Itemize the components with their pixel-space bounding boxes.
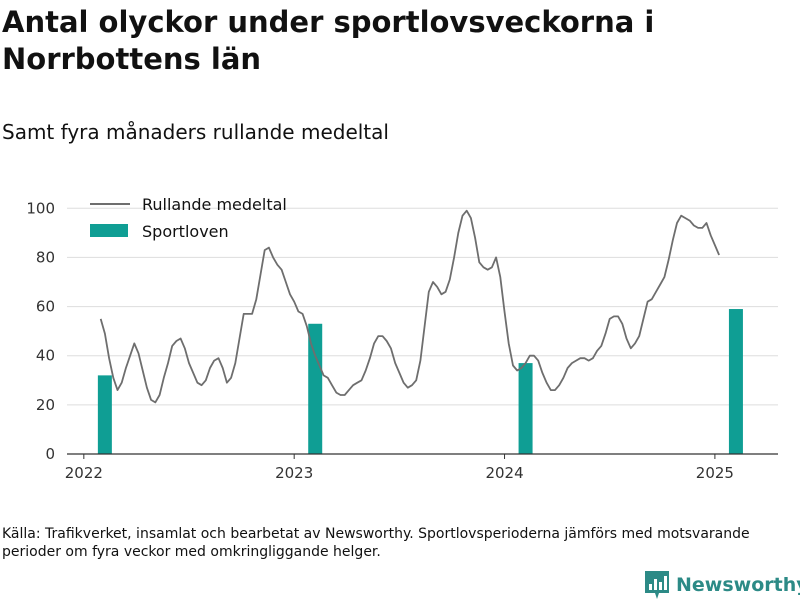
y-tick-label: 80 [36, 248, 55, 266]
bars [97, 309, 743, 454]
grid-lines [67, 207, 778, 406]
y-tick-label: 0 [45, 445, 55, 463]
y-tick-label: 20 [36, 396, 55, 414]
y-tick-label: 60 [36, 298, 55, 316]
legend-bar-swatch [90, 224, 128, 237]
legend-line-label: Rullande medeltal [142, 195, 287, 214]
rolling-average-series [99, 209, 720, 404]
chart-title: Antal olyckor under sportlovsveckorna i … [2, 5, 655, 76]
legend: Rullande medeltal Sportloven [90, 195, 287, 241]
x-tick-label: 2022 [65, 464, 103, 482]
chart-subtitle: Samt fyra månaders rullande medeltal [2, 120, 389, 144]
axes: 0 20 40 60 80 100 2022 2023 2024 2025 [26, 199, 778, 482]
y-tick-label: 40 [36, 347, 55, 365]
source-footnote: Källa: Trafikverket, insamlat och bearbe… [2, 526, 750, 560]
x-tick-label: 2023 [275, 464, 313, 482]
brand-name: Newsworthy [676, 574, 800, 596]
accident-chart: 0 20 40 60 80 100 2022 2023 2024 2025 Rullande me… [26, 195, 778, 482]
x-tick-label: 2024 [485, 464, 523, 482]
rolling-average-line [99, 209, 720, 404]
newsworthy-logo-icon [645, 571, 669, 599]
sportlov-bar [97, 375, 112, 454]
sportlov-bar [728, 309, 743, 454]
sportlov-bar [308, 323, 323, 454]
sportlov-bar [518, 363, 533, 454]
y-tick-label: 100 [26, 199, 55, 217]
x-tick-label: 2025 [696, 464, 734, 482]
legend-bar-label: Sportloven [142, 222, 229, 241]
brand-logo[interactable]: Newsworthy [644, 569, 800, 601]
